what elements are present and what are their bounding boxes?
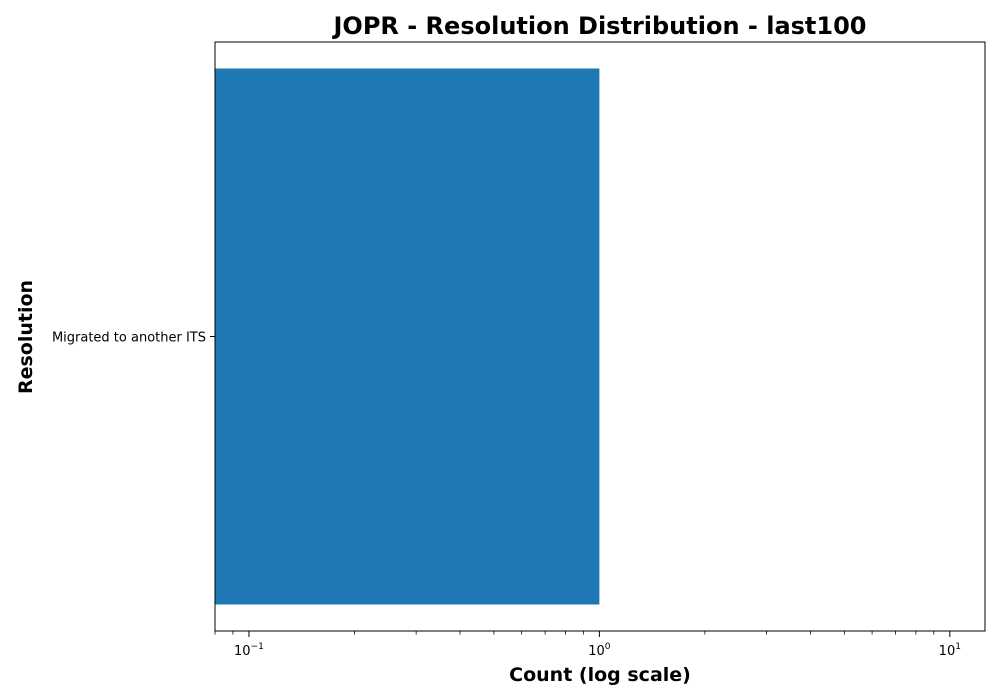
plot-frame [214,41,986,632]
plot-area: Migrated to another ITS 10−1 100 101 [52,68,961,659]
x-tick-label: 10−1 [234,642,264,659]
x-axis-label: Count (log scale) [509,664,691,686]
x-tick-label: 101 [939,642,961,659]
y-axis-label: Resolution [15,280,37,394]
bar [215,68,600,605]
chart-title: JOPR - Resolution Distribution - last100 [331,12,866,40]
y-tick-label: Migrated to another ITS [52,331,206,346]
x-tick-label: 100 [588,642,611,659]
